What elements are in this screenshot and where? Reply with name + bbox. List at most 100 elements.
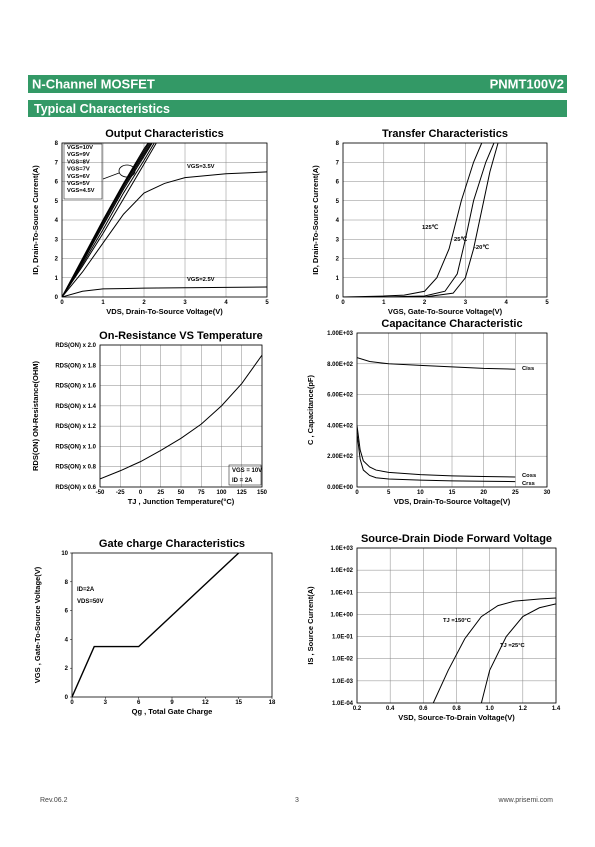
y-tick-label: RDS(ON) x 1.0 [55, 444, 96, 450]
x-tick-label: 0 [70, 700, 74, 706]
x-tick-label: 12 [202, 700, 209, 706]
data-line [62, 143, 153, 297]
y-tick-label: 3 [336, 237, 340, 243]
part-number: PNMT100V2 [490, 77, 564, 92]
data-line [480, 603, 556, 703]
y-tick-label: RDS(ON) x 0.6 [55, 485, 96, 491]
x-tick-label: 5 [545, 300, 549, 306]
x-tick-label: 15 [449, 490, 456, 496]
x-tick-label: 0 [139, 490, 143, 496]
x-tick-label: 4 [505, 300, 509, 306]
y-tick-label: 2 [65, 666, 69, 672]
x-tick-label: 5 [265, 300, 269, 306]
header-title: N-Channel MOSFET [32, 77, 155, 92]
y-tick-label: 2 [336, 257, 340, 263]
y-tick-label: 1.0E-03 [332, 679, 354, 685]
y-tick-label: 3 [55, 237, 59, 243]
x-tick-label: 5 [387, 490, 391, 496]
series-label: Coss [522, 473, 536, 479]
series-label: VGS=6V [67, 174, 90, 180]
x-tick-label: 0.6 [419, 706, 428, 712]
y-axis-label: ID, Drain-To-Source Current(A) [31, 165, 40, 275]
y-tick-label: 0 [65, 695, 69, 701]
x-tick-label: 6 [137, 700, 141, 706]
x-tick-label: 1 [101, 300, 105, 306]
x-tick-label: 9 [170, 700, 174, 706]
data-line [432, 597, 556, 703]
y-tick-label: RDS(ON) x 1.4 [55, 404, 96, 410]
y-tick-label: 4 [65, 637, 69, 643]
y-axis-label: C , Capacitance(pF) [306, 374, 315, 445]
x-tick-label: 30 [544, 490, 551, 496]
y-tick-label: 1.00E+03 [327, 331, 354, 337]
x-tick-label: 0 [355, 490, 359, 496]
x-tick-label: 125 [237, 490, 248, 496]
series-label: 25℃ [454, 236, 467, 243]
x-tick-label: 1.2 [519, 706, 528, 712]
series-label: 125℃ [422, 224, 439, 231]
series-label: VGS=8V [67, 159, 90, 165]
series-label: VGS=9V [67, 152, 90, 158]
data-line [72, 553, 240, 697]
y-tick-label: 0 [336, 295, 340, 301]
y-tick-label: 10 [61, 551, 68, 557]
chart-title: Source-Drain Diode Forward Voltage [361, 533, 552, 545]
data-line [62, 143, 157, 297]
annotation: VDS=50V [77, 599, 104, 605]
x-tick-label: -50 [96, 490, 105, 496]
y-tick-label: 8.00E+02 [327, 362, 354, 368]
y-tick-label: 1.0E+01 [330, 590, 353, 596]
chart-title: Capacitance Characteristic [381, 318, 522, 330]
plot-frame [99, 344, 263, 488]
y-tick-label: 1.0E+02 [330, 568, 353, 574]
annotation: ID=2A [77, 587, 95, 593]
data-line [62, 171, 267, 297]
section-bar [28, 100, 567, 117]
y-tick-label: 2 [55, 257, 59, 263]
y-tick-label: 8 [65, 580, 69, 586]
y-tick-label: 6.00E+02 [327, 393, 354, 399]
x-tick-label: 10 [417, 490, 424, 496]
y-tick-label: 1 [336, 276, 340, 282]
y-tick-label: 2.00E+02 [327, 454, 354, 460]
y-tick-label: 5 [336, 199, 340, 205]
chart-title: Output Characteristics [105, 128, 224, 140]
curve-marker [118, 164, 136, 178]
annotation-box [228, 464, 262, 486]
y-axis-label: VGS , Gate-To-Source Voltage(V) [33, 566, 42, 683]
data-line [357, 433, 516, 483]
x-tick-label: 18 [269, 700, 276, 706]
data-line [343, 143, 483, 297]
x-tick-label: 75 [198, 490, 205, 496]
data-line [62, 286, 267, 297]
x-tick-label: 0.2 [353, 706, 362, 712]
y-tick-label: 6 [65, 609, 69, 615]
footer-website: www.prisemi.com [498, 797, 554, 804]
x-tick-label: 0.8 [452, 706, 461, 712]
data-line [62, 143, 155, 297]
series-label: VGS=2.5V [187, 277, 215, 283]
y-tick-label: 1.0E-04 [332, 701, 354, 707]
y-tick-label: 4 [55, 218, 59, 224]
y-tick-label: 1 [55, 276, 59, 282]
header-bar [28, 75, 567, 93]
x-tick-label: 150 [257, 490, 268, 496]
x-tick-label: 15 [235, 700, 242, 706]
legend-box [63, 143, 103, 200]
x-tick-label: 1 [382, 300, 386, 306]
plot-frame [61, 142, 268, 298]
y-tick-label: 7 [55, 160, 59, 166]
y-tick-label: RDS(ON) x 0.8 [55, 465, 96, 471]
x-tick-label: 1.0 [485, 706, 494, 712]
y-tick-label: RDS(ON) x 2.0 [55, 343, 96, 349]
y-tick-label: 8 [336, 141, 340, 147]
x-tick-label: 25 [512, 490, 519, 496]
footer-revision: Rev.06.2 [40, 797, 68, 804]
y-tick-label: RDS(ON) x 1.8 [55, 363, 96, 369]
series-label: -20℃ [474, 244, 489, 251]
data-line [357, 425, 516, 478]
series-label: Crss [522, 481, 535, 487]
annotation: VGS = 10V [232, 468, 262, 474]
